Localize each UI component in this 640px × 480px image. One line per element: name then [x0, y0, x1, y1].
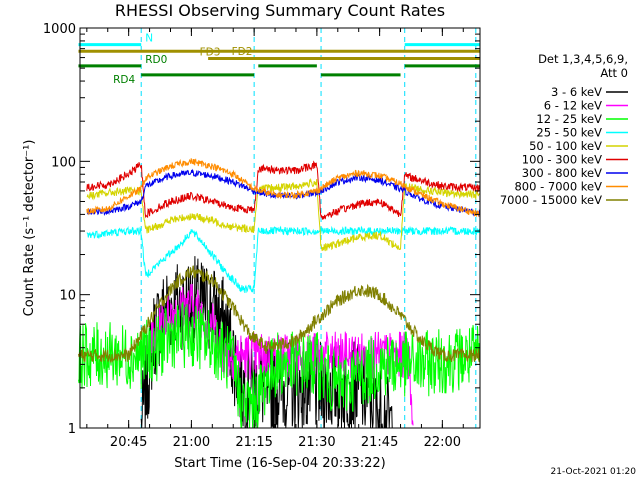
legend-label-5: 100 - 300 keV — [522, 153, 602, 167]
plot-frame — [79, 27, 481, 429]
x-tick-label-3: 21:30 — [298, 435, 335, 450]
state-label-fd3: FD3 — [200, 47, 221, 59]
plot-content: N FD2 FD3 RD0 RD4 — [78, 28, 481, 429]
x-tick-label-4: 21:45 — [361, 435, 398, 450]
legend-label-0: 3 - 6 keV — [551, 85, 602, 99]
y-axis-label: Count Rate (s⁻¹ detector⁻¹) — [22, 140, 37, 317]
series-line-7000-15000kev — [78, 265, 481, 364]
y-tick-label-3: 1000 — [43, 22, 76, 37]
footer-date: 21-Oct-2021 01:20 — [551, 467, 637, 477]
state-label-rd0: RD0 — [145, 54, 167, 66]
state-label-rd4: RD4 — [113, 74, 135, 86]
attenuator-note: Att 0 — [600, 66, 628, 80]
x-tick-label-0: 20:45 — [110, 435, 147, 450]
y-tick-label-2: 100 — [51, 155, 76, 170]
legend-label-7: 800 - 7000 keV — [514, 180, 602, 194]
legend-label-3: 25 - 50 keV — [536, 126, 602, 140]
y-tick-label-0: 1 — [68, 422, 76, 437]
legend-label-2: 12 - 25 keV — [536, 112, 602, 126]
legend-label-1: 6 - 12 keV — [544, 99, 602, 113]
x-axis-label: Start Time (16-Sep-04 20:33:22) — [174, 456, 385, 471]
x-tick-label-5: 22:00 — [424, 435, 461, 450]
detector-note: Det 1,3,4,5,6,9, — [538, 52, 628, 66]
state-label-n: N — [145, 33, 153, 45]
series-line-800-7000kev — [86, 158, 481, 218]
series-line-100-300kev — [86, 160, 481, 220]
series-line-25-50kev — [86, 225, 481, 294]
legend-label-4: 50 - 100 keV — [529, 139, 602, 153]
series-line-300-800kev — [86, 168, 481, 218]
chart-title: RHESSI Observing Summary Count Rates — [115, 1, 445, 20]
x-axis-ticks: 20:45 21:00 21:15 21:30 21:45 22:00 — [86, 28, 464, 450]
legend-label-8: 7000 - 15000 keV — [500, 193, 602, 207]
series-line-12-25kev — [78, 301, 481, 429]
state-label-fd2: FD2 — [232, 46, 253, 58]
y-axis-ticks: 1 10 100 1000 — [43, 22, 480, 437]
legend-label-6: 300 - 800 keV — [522, 166, 602, 180]
y-tick-label-1: 10 — [59, 289, 76, 304]
x-tick-label-2: 21:15 — [235, 435, 272, 450]
x-tick-label-1: 21:00 — [173, 435, 210, 450]
